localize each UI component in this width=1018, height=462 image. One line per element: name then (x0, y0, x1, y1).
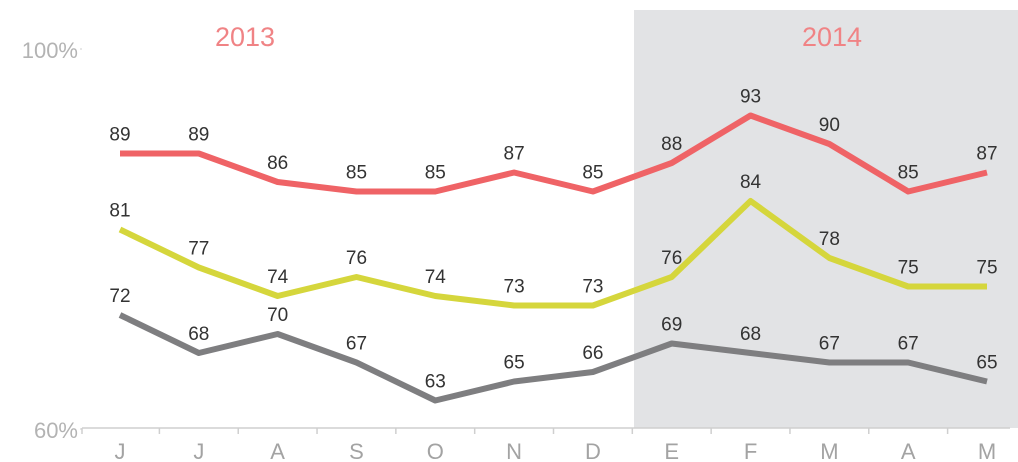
data-label: 89 (109, 125, 130, 146)
data-label: 66 (582, 343, 603, 364)
data-label: 87 (504, 144, 525, 165)
data-label: 75 (898, 258, 919, 279)
data-label: 88 (661, 134, 682, 155)
data-label: 84 (740, 172, 762, 193)
data-label: 65 (504, 353, 525, 374)
data-label: 68 (740, 324, 761, 345)
annotation: 2013 (215, 22, 275, 52)
x-tick-label: F (744, 439, 757, 462)
data-label: 87 (976, 144, 997, 165)
x-tick-label: D (585, 439, 601, 462)
data-label: 63 (425, 372, 446, 393)
series-line (118, 198, 987, 309)
data-label: 86 (267, 153, 288, 174)
data-label: 90 (819, 115, 840, 136)
y-tick-label: 100% (22, 38, 78, 63)
data-label: 76 (346, 248, 367, 269)
data-label: 73 (582, 277, 603, 298)
data-label: 73 (504, 277, 525, 298)
series-line (120, 112, 988, 195)
annotation: 2014 (802, 22, 862, 52)
data-label: 67 (346, 334, 367, 355)
data-label: 74 (267, 267, 289, 288)
data-label: 74 (425, 267, 447, 288)
x-tick-label: A (901, 439, 916, 462)
data-label: 85 (346, 163, 367, 184)
x-tick-label: N (506, 439, 522, 462)
y-tick-label: 60% (34, 418, 78, 443)
data-label: 77 (188, 239, 209, 260)
data-label: 67 (819, 334, 840, 355)
data-label: 65 (976, 353, 997, 374)
data-label: 68 (188, 324, 209, 345)
data-label: 93 (740, 87, 761, 108)
data-label: 69 (661, 315, 682, 336)
x-tick-label: J (193, 439, 204, 462)
x-tick-label: A (270, 439, 285, 462)
x-tick-label: S (349, 439, 364, 462)
x-tick-label: E (664, 439, 679, 462)
x-tick-label: O (427, 439, 444, 462)
data-label: 81 (109, 201, 130, 222)
data-label: 67 (898, 334, 919, 355)
data-label: 85 (898, 163, 919, 184)
data-label: 72 (109, 286, 130, 307)
x-tick-label: J (115, 439, 126, 462)
data-label: 85 (582, 163, 603, 184)
data-label: 85 (425, 163, 446, 184)
x-tick-label: M (978, 439, 996, 462)
x-tick-label: M (820, 439, 838, 462)
data-label: 89 (188, 125, 209, 146)
shaded-period (634, 10, 1018, 428)
data-label: 70 (267, 305, 288, 326)
data-label: 78 (819, 229, 840, 250)
data-label: 76 (661, 248, 682, 269)
series-line (118, 312, 988, 404)
data-label: 75 (976, 258, 997, 279)
